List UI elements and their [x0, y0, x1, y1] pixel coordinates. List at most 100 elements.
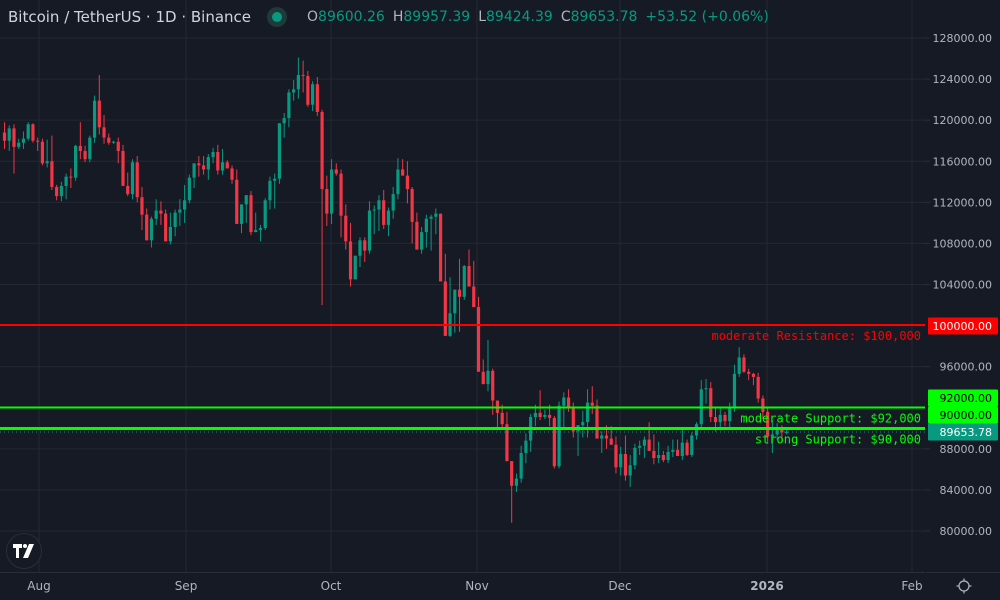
candle-body [45, 161, 49, 164]
low-label: L [478, 9, 486, 25]
candle-body [173, 212, 177, 227]
candle-body [40, 141, 45, 164]
candle-body [614, 444, 618, 468]
candle-body [130, 162, 135, 195]
candle-body [2, 132, 7, 141]
candle-body [652, 450, 656, 459]
candle-body [78, 145, 82, 151]
candle-body [424, 218, 428, 233]
candle-body [713, 416, 718, 423]
price-tick-label: 128000.00 [933, 32, 993, 45]
close-label: C [560, 9, 571, 25]
candle-body [585, 402, 590, 423]
candle-body [770, 434, 774, 437]
candle-body [263, 200, 267, 229]
candle-body [339, 173, 343, 216]
candle-body [145, 214, 149, 241]
strong-support-label: strong Support: $90,000 [755, 433, 921, 447]
candle-body [775, 429, 779, 435]
price-label-badge[interactable] [928, 389, 998, 407]
candle-body [709, 388, 713, 417]
candle-body [628, 465, 632, 476]
candle-body [519, 452, 523, 479]
price-label-badge[interactable] [928, 406, 998, 424]
candle-body [306, 76, 310, 105]
candle-body [462, 266, 466, 297]
candle-body [102, 127, 106, 138]
candle-body [751, 373, 756, 377]
moderate-support-label: moderate Support: $92,000 [740, 412, 921, 426]
symbol-title[interactable]: Bitcoin / TetherUS · 1D · Binance [8, 8, 251, 26]
candle-body [434, 213, 438, 217]
candle-body [12, 128, 16, 147]
candle-body [192, 163, 196, 178]
price-tick-label: 112000.00 [933, 196, 993, 209]
candle-body [121, 150, 125, 186]
price-label-badge[interactable] [928, 423, 998, 441]
gear-icon[interactable] [956, 578, 972, 594]
candle-body [363, 240, 367, 251]
candle-body [277, 123, 282, 179]
candle-body [581, 422, 585, 426]
candle-body [348, 241, 353, 280]
candle-body [514, 478, 519, 486]
candle-body [282, 118, 286, 124]
candle-body [329, 169, 334, 214]
candle-body [718, 414, 722, 423]
candle-body [590, 402, 594, 406]
candle-body [372, 209, 376, 211]
candle-body [533, 412, 537, 417]
candle-body [723, 414, 727, 422]
candle-body [562, 397, 566, 406]
time-tick-oct: Oct [321, 579, 342, 593]
candle-series [2, 57, 789, 523]
candle-body [126, 185, 130, 195]
candle-body [609, 438, 613, 445]
candle-body [216, 152, 220, 171]
candle-body [642, 439, 646, 446]
candle-body [334, 169, 338, 174]
candle-body [367, 210, 372, 251]
horizontal-levels[interactable]: moderate Resistance: $100,000 moderate Su… [0, 324, 925, 447]
candle-body [88, 137, 92, 160]
price-label-badge[interactable] [928, 317, 998, 335]
candle-body [50, 161, 54, 187]
candle-body [178, 209, 182, 213]
candle-body [457, 289, 462, 297]
candle-body [31, 124, 35, 141]
candle-body [107, 137, 111, 143]
candle-body [761, 398, 765, 412]
candle-body [296, 74, 300, 90]
price-tick-label: 120000.00 [933, 114, 993, 127]
candle-body [225, 162, 229, 169]
candle-body [524, 440, 528, 453]
market-status-icon[interactable] [267, 7, 287, 27]
candle-body [467, 266, 471, 287]
candle-body [69, 176, 73, 178]
candle-body [538, 412, 542, 417]
candle-body [604, 435, 609, 439]
candle-body [396, 169, 400, 195]
tradingview-logo-icon[interactable] [6, 533, 42, 569]
candle-body [17, 142, 21, 147]
price-tick-label: 84000.00 [940, 484, 993, 497]
candle-body [766, 411, 770, 437]
candle-body [443, 281, 447, 336]
price-axis[interactable]: 128000.00 124000.00 120000.00 116000.00 1120… [925, 0, 1000, 572]
time-tick-dec: Dec [608, 579, 631, 593]
candle-body [481, 371, 485, 385]
price-tick-label: 88000.00 [940, 443, 993, 456]
candle-body [273, 178, 277, 181]
candle-body [756, 376, 760, 399]
candle-body [159, 210, 163, 214]
candle-body [737, 357, 741, 374]
time-axis[interactable]: Aug Sep Oct Nov Dec 2026 Feb [27, 579, 922, 593]
candle-body [429, 216, 433, 219]
candle-body [353, 255, 357, 280]
candle-body [64, 176, 68, 186]
candle-body [619, 453, 623, 468]
time-tick-sep: Sep [175, 579, 198, 593]
open-value: 89600.26 [318, 9, 385, 25]
